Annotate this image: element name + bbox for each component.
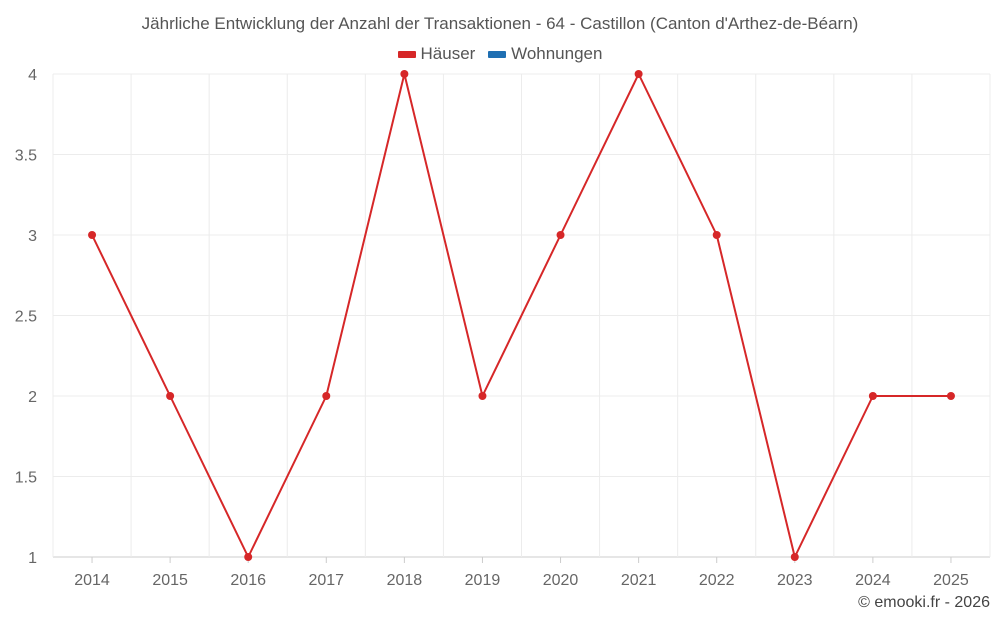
y-tick-label: 2.5 [15, 309, 37, 326]
data-point[interactable] [478, 392, 487, 400]
x-tick-label: 2019 [465, 572, 501, 589]
x-tick-label: 2024 [855, 572, 891, 589]
y-tick-label: 4 [28, 67, 37, 84]
data-point[interactable] [868, 392, 877, 400]
data-point[interactable] [712, 231, 721, 239]
y-tick-label: 3.5 [15, 148, 37, 165]
legend: Häuser Wohnungen [0, 44, 1000, 64]
chart-title: Jährliche Entwicklung der Anzahl der Tra… [141, 14, 859, 33]
legend-swatch-haeuser [397, 51, 416, 59]
legend-item-haeuser[interactable]: Häuser [397, 44, 476, 64]
y-tick-label: 3 [28, 228, 37, 245]
data-point[interactable] [790, 553, 799, 561]
x-tick-label: 2016 [230, 572, 266, 589]
legend-item-wohnungen[interactable]: Wohnungen [488, 44, 602, 64]
credit-text: © emooki.fr - 2026 [858, 594, 990, 611]
y-tick-label: 1 [28, 550, 37, 567]
data-point[interactable] [400, 70, 409, 78]
x-tick-label: 2020 [543, 572, 579, 589]
x-tick-label: 2015 [152, 572, 188, 589]
legend-label-wohnungen: Wohnungen [511, 44, 603, 63]
x-tick-label: 2021 [621, 572, 657, 589]
data-point[interactable] [166, 392, 175, 400]
x-tick-label: 2022 [699, 572, 735, 589]
data-point[interactable] [556, 231, 565, 239]
x-tick-label: 2014 [74, 572, 110, 589]
y-tick-label: 1.5 [15, 470, 37, 487]
y-tick-label: 2 [28, 389, 37, 406]
data-point[interactable] [244, 553, 253, 561]
x-tick-label: 2017 [308, 572, 344, 589]
data-point[interactable] [322, 392, 331, 400]
data-point[interactable] [946, 392, 955, 400]
x-tick-label: 2023 [777, 572, 813, 589]
legend-label-haeuser: Häuser [420, 44, 476, 63]
data-point[interactable] [88, 231, 97, 239]
series-line-häuser [91, 73, 951, 558]
x-tick-label: 2025 [933, 572, 969, 589]
legend-swatch-wohnungen [488, 51, 507, 59]
data-point[interactable] [634, 70, 643, 78]
x-tick-label: 2018 [387, 572, 423, 589]
